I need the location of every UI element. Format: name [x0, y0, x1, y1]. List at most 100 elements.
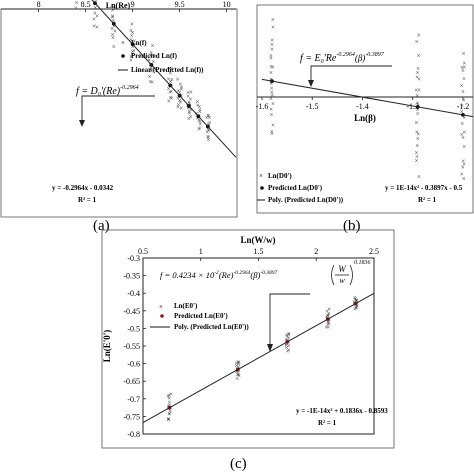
panel-a-x-label: Ln(Re) — [106, 1, 131, 10]
data-point-cross: × — [198, 124, 202, 132]
data-point-cross: × — [414, 149, 418, 157]
y-tick-label: -0.7 — [127, 395, 140, 404]
data-point-cross: × — [415, 128, 419, 136]
data-point-cross: × — [269, 69, 273, 77]
data-point-cross: × — [207, 127, 211, 135]
data-point-cross: × — [111, 13, 115, 21]
panel-a-points: ××××× ×××××××××××××××××××××××××××××××××××… — [74, 0, 212, 144]
data-point-cross: × — [415, 100, 419, 108]
data-point-cross: × — [178, 89, 182, 97]
data-point-cross: × — [462, 114, 466, 122]
panel-c: Ln(W/w) Ln(E'0') 0.5 1 1.5 2 2.5 -0.3-0.35-0… — [101, 229, 395, 449]
data-point-cross: × — [95, 12, 99, 20]
x-tick-label: 8.5 — [81, 0, 91, 9]
x-tick-label: 1 — [199, 247, 203, 256]
data-point-cross: × — [414, 86, 418, 94]
data-point-cross: × — [93, 4, 97, 12]
panel-c-legend-3: Poly. (Predicted Ln(E0')) — [174, 323, 249, 331]
data-point-cross: × — [462, 129, 466, 137]
data-point-cross: × — [206, 126, 210, 134]
data-point-cross: × — [415, 38, 419, 46]
data-point-cross: × — [237, 359, 241, 367]
data-point-cross: × — [355, 298, 359, 306]
x-tick-label: 2 — [314, 247, 318, 256]
data-point-cross: × — [208, 119, 212, 127]
data-point-cross: × — [168, 94, 172, 102]
panel-a-legend-2: Predicted Ln(f) — [131, 52, 178, 60]
data-point-cross: × — [327, 320, 331, 328]
data-point-cross: × — [167, 410, 171, 418]
data-point-cross: × — [74, 0, 78, 1]
data-point-cross: × — [149, 49, 153, 57]
data-point-cross: × — [132, 47, 136, 55]
data-point-cross: × — [271, 24, 275, 32]
panel-b-points: ××××××××××××××××××××××××××××××××××××××××… — [269, 16, 467, 183]
data-point-cross: × — [149, 67, 153, 75]
data-point-cross: × — [206, 134, 210, 142]
panel-c-eq-frac-top: W — [338, 264, 347, 274]
data-point-cross: × — [197, 117, 201, 125]
data-point-cross: × — [353, 305, 357, 313]
data-point-cross: × — [236, 371, 240, 379]
data-point-cross: × — [284, 341, 288, 349]
data-point-cross: × — [189, 106, 193, 114]
panel-c-fit-line — [142, 292, 375, 423]
data-point-cross: × — [186, 92, 190, 100]
panel-a-fit-equation: y = -0.2964x - 0.0342 — [52, 184, 114, 192]
data-point-cross: × — [196, 101, 200, 109]
data-point-cross: × — [234, 359, 238, 367]
data-point-cross: × — [92, 23, 96, 31]
data-point-cross: × — [416, 135, 420, 143]
data-point-cross: × — [148, 78, 152, 86]
data-point-cross: × — [166, 416, 170, 424]
data-point-cross: × — [111, 13, 115, 21]
data-point-cross: × — [269, 55, 273, 63]
data-point-cross: × — [176, 101, 180, 109]
data-point-cross: × — [195, 98, 199, 106]
data-point-cross: × — [234, 362, 238, 370]
y-tick-label: -0.8 — [127, 430, 140, 439]
data-point-cross: × — [270, 89, 274, 97]
data-point-cross: × — [414, 157, 418, 165]
data-point-cross: × — [270, 84, 274, 92]
data-point-cross: × — [270, 37, 274, 45]
panel-c-eq-exp: 0.1836 — [354, 260, 371, 266]
data-point-cross: × — [286, 334, 290, 342]
data-point-cross: × — [271, 100, 275, 108]
data-point-cross: × — [110, 25, 114, 33]
data-point-cross: × — [169, 78, 173, 86]
data-point-cross: × — [326, 312, 330, 320]
data-point-cross: × — [416, 69, 420, 77]
data-point-cross: × — [269, 63, 273, 71]
y-tick-label: -0.65 — [123, 377, 140, 386]
panel-c-y-label: Ln(E'0') — [102, 330, 112, 363]
data-point-cross: × — [178, 97, 182, 105]
data-point-cross: × — [285, 333, 289, 341]
data-point-cross: × — [179, 99, 183, 107]
data-point-cross: × — [326, 324, 330, 332]
data-point-cross: × — [415, 142, 419, 150]
y-tick-label: -0.4 — [127, 289, 140, 298]
data-point-cross: × — [167, 75, 171, 83]
x-tick-label: 1.5 — [254, 247, 264, 256]
data-point-cross: × — [206, 112, 210, 120]
data-point-cross: × — [170, 65, 174, 73]
panel-b-x-ticks: -1.6-1.5-1.4-1.3-1.2 — [256, 97, 469, 111]
data-point-cross: × — [460, 102, 464, 110]
data-point-cross: × — [167, 399, 171, 407]
legend-dot-icon — [121, 54, 125, 58]
data-point-cross: × — [285, 344, 289, 352]
data-point-cross: × — [111, 31, 115, 39]
panel-b-equation: f = E0'Re-0.2964(β)-0.3897 — [300, 51, 385, 65]
caption-c: (c) — [230, 456, 247, 472]
y-tick-label: -0.5 — [127, 324, 140, 333]
data-point-cross: × — [462, 143, 466, 151]
legend-cross-icon: × — [159, 303, 163, 311]
data-point-cross: × — [207, 114, 211, 122]
data-point-cross: × — [416, 110, 420, 118]
panel-c-r2: R² = 1 — [318, 419, 337, 427]
data-point-cross: × — [176, 87, 180, 95]
data-point-cross: × — [166, 415, 170, 423]
data-point-cross: × — [327, 310, 331, 318]
